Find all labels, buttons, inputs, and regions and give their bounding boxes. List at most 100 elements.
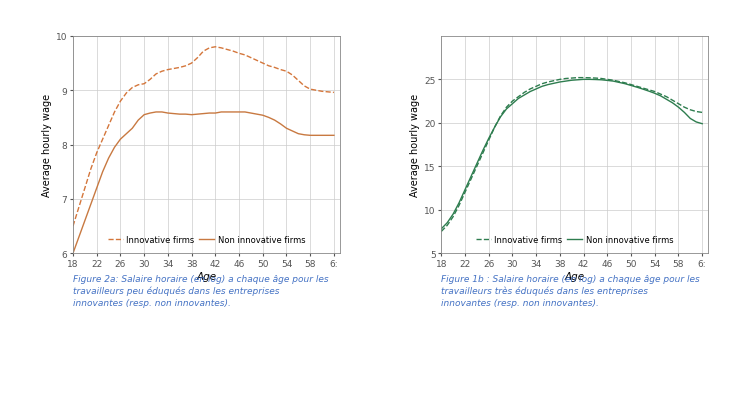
- Non innovative firms: [674, 106, 683, 110]
- Innovative firms: [496, 114, 505, 119]
- Innovative firms: [306, 88, 315, 92]
- Innovative firms: [645, 88, 653, 93]
- Non innovative firms: [461, 188, 469, 193]
- Innovative firms: [626, 83, 635, 88]
- Innovative firms: [241, 53, 250, 58]
- Innovative firms: [217, 46, 226, 51]
- Non innovative firms: [86, 202, 95, 207]
- Text: Figure 1b : Salaire horaire (en log) a chaque âge pour les
travailleurs très édu: Figure 1b : Salaire horaire (en log) a c…: [441, 274, 700, 307]
- Non innovative firms: [211, 111, 220, 116]
- Innovative firms: [312, 88, 320, 93]
- Innovative firms: [193, 56, 202, 61]
- Non innovative firms: [437, 227, 445, 232]
- Non innovative firms: [152, 110, 161, 115]
- Non innovative firms: [579, 78, 588, 83]
- Innovative firms: [152, 72, 161, 77]
- Non innovative firms: [92, 186, 101, 191]
- Innovative firms: [199, 49, 208, 54]
- Non innovative firms: [158, 110, 166, 115]
- Innovative firms: [134, 83, 142, 88]
- Line: Non innovative firms: Non innovative firms: [441, 80, 702, 229]
- Non innovative firms: [205, 111, 214, 116]
- Innovative firms: [205, 46, 214, 51]
- Non innovative firms: [318, 133, 326, 138]
- Innovative firms: [80, 186, 89, 191]
- Non innovative firms: [550, 82, 558, 87]
- Non innovative firms: [508, 102, 517, 107]
- Non innovative firms: [449, 212, 458, 217]
- Innovative firms: [253, 59, 261, 64]
- X-axis label: Age: Age: [196, 271, 217, 281]
- Innovative firms: [550, 79, 558, 84]
- Innovative firms: [122, 91, 131, 96]
- Non innovative firms: [443, 221, 452, 226]
- Non innovative firms: [193, 112, 202, 117]
- Innovative firms: [531, 85, 540, 90]
- Innovative firms: [686, 108, 695, 113]
- Innovative firms: [86, 167, 95, 172]
- Innovative firms: [181, 64, 190, 69]
- Innovative firms: [99, 137, 107, 142]
- Non innovative firms: [544, 83, 553, 88]
- Non innovative firms: [561, 79, 570, 84]
- Non innovative firms: [455, 201, 464, 206]
- Non innovative firms: [228, 110, 237, 115]
- Innovative firms: [585, 76, 594, 81]
- X-axis label: Age: Age: [564, 271, 585, 281]
- Innovative firms: [288, 73, 297, 78]
- Innovative firms: [169, 67, 178, 72]
- Innovative firms: [466, 178, 475, 182]
- Non innovative firms: [312, 133, 320, 138]
- Non innovative firms: [556, 80, 564, 85]
- Non innovative firms: [128, 126, 137, 131]
- Non innovative firms: [662, 98, 671, 103]
- Innovative firms: [282, 70, 291, 74]
- Innovative firms: [591, 76, 600, 81]
- Innovative firms: [508, 99, 517, 104]
- Innovative firms: [139, 82, 148, 87]
- Non innovative firms: [585, 78, 594, 83]
- Innovative firms: [164, 68, 172, 73]
- Non innovative firms: [531, 87, 540, 92]
- Innovative firms: [650, 90, 659, 95]
- Non innovative firms: [496, 115, 505, 120]
- Non innovative firms: [288, 129, 297, 134]
- Innovative firms: [455, 203, 464, 208]
- Legend: Innovative firms, Non innovative firms: Innovative firms, Non innovative firms: [472, 231, 677, 247]
- Innovative firms: [258, 61, 267, 66]
- Innovative firms: [491, 126, 499, 130]
- Non innovative firms: [626, 84, 635, 89]
- Non innovative firms: [241, 110, 250, 115]
- Non innovative firms: [639, 88, 648, 92]
- Non innovative firms: [247, 111, 255, 116]
- Non innovative firms: [80, 218, 89, 223]
- Legend: Innovative firms, Non innovative firms: Innovative firms, Non innovative firms: [104, 231, 309, 247]
- Non innovative firms: [520, 93, 529, 98]
- Innovative firms: [662, 95, 671, 100]
- Non innovative firms: [234, 110, 243, 115]
- Innovative firms: [270, 66, 279, 71]
- Non innovative firms: [181, 112, 190, 117]
- Innovative firms: [234, 52, 243, 56]
- Innovative firms: [318, 90, 326, 94]
- Innovative firms: [128, 86, 137, 91]
- Line: Innovative firms: Innovative firms: [73, 47, 334, 227]
- Non innovative firms: [258, 113, 267, 118]
- Y-axis label: Average hourly wage: Average hourly wage: [410, 94, 420, 197]
- Non innovative firms: [514, 97, 523, 102]
- Non innovative firms: [609, 79, 618, 84]
- Non innovative firms: [169, 112, 178, 117]
- Innovative firms: [92, 151, 101, 156]
- Innovative firms: [538, 82, 547, 87]
- Innovative firms: [223, 48, 231, 53]
- Innovative firms: [443, 223, 452, 228]
- Non innovative firms: [633, 85, 642, 90]
- Non innovative firms: [116, 137, 125, 142]
- Non innovative firms: [591, 78, 600, 83]
- Non innovative firms: [294, 132, 303, 137]
- Innovative firms: [110, 110, 119, 115]
- Innovative firms: [104, 124, 113, 129]
- Non innovative firms: [69, 251, 77, 256]
- Innovative firms: [674, 102, 683, 107]
- Non innovative firms: [134, 118, 142, 123]
